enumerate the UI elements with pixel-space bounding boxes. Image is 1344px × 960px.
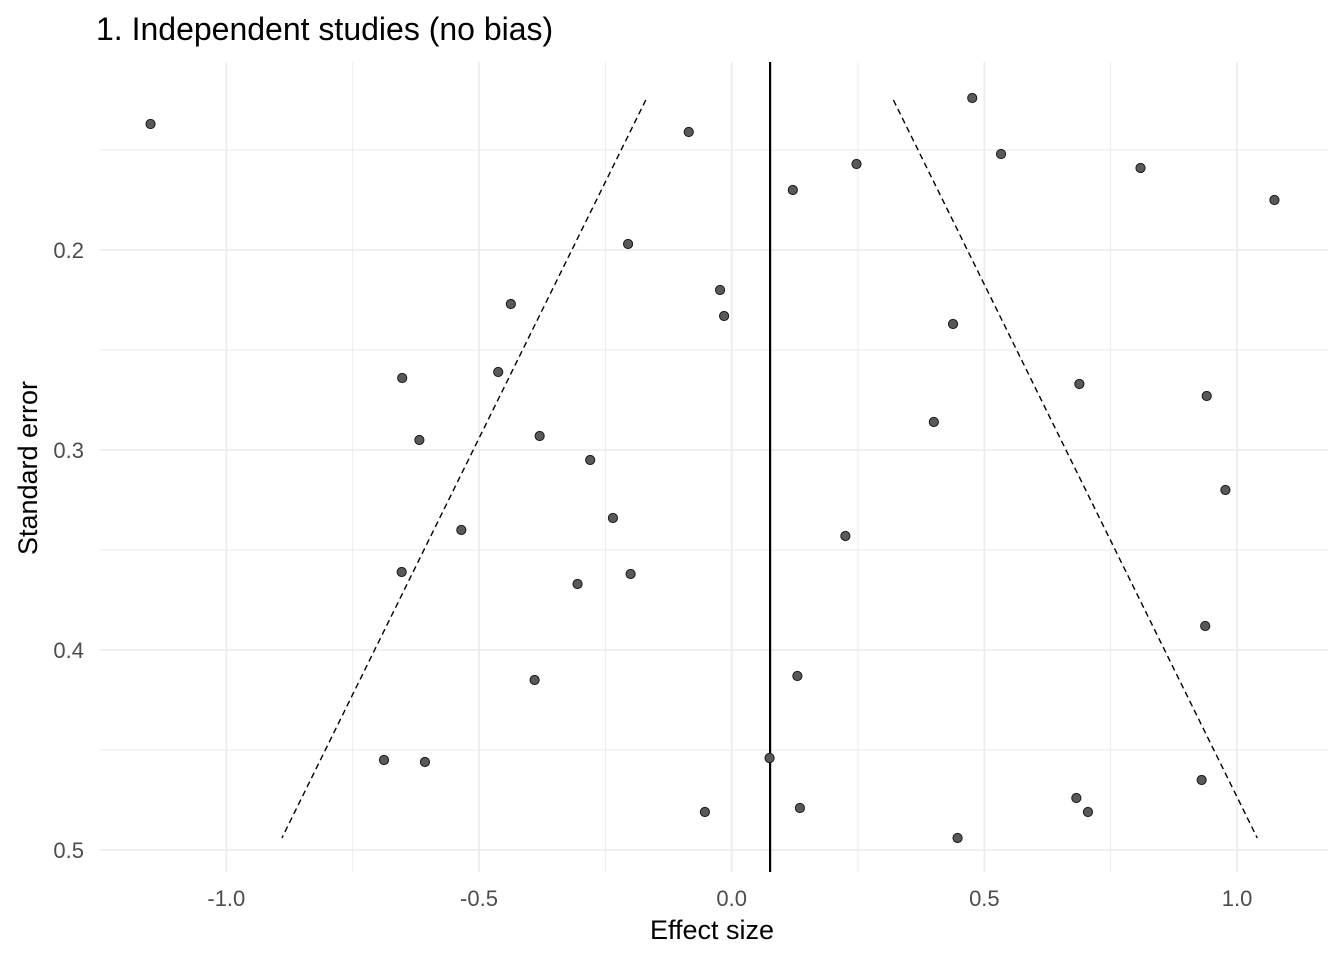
y-tick-labels: 0.2 0.3 0.4 0.5 bbox=[53, 238, 84, 863]
study-point bbox=[505, 298, 516, 310]
y-tick-label: 0.3 bbox=[53, 438, 84, 463]
major-gridlines bbox=[100, 62, 1328, 872]
study-point bbox=[792, 670, 803, 682]
chart-title: 1. Independent studies (no bias) bbox=[96, 11, 553, 47]
funnel-line-upper bbox=[892, 99, 1258, 839]
study-point bbox=[928, 416, 939, 428]
study-point bbox=[764, 752, 775, 764]
study-points bbox=[145, 92, 1280, 844]
study-point bbox=[397, 372, 408, 384]
study-point bbox=[607, 512, 619, 524]
study-point bbox=[1269, 194, 1280, 206]
study-point bbox=[995, 148, 1007, 160]
x-tick-labels: -1.0 -0.5 0.0 0.5 1.0 bbox=[207, 886, 1252, 911]
study-point bbox=[947, 318, 959, 330]
x-tick-label: 0.0 bbox=[716, 886, 747, 911]
study-point bbox=[787, 184, 798, 196]
x-tick-label: 1.0 bbox=[1222, 886, 1253, 911]
study-point bbox=[529, 674, 540, 686]
study-point bbox=[714, 284, 726, 296]
study-point bbox=[534, 430, 545, 442]
study-point bbox=[1196, 774, 1207, 786]
y-tick-label: 0.5 bbox=[53, 838, 84, 863]
study-point bbox=[396, 566, 407, 578]
study-point bbox=[794, 802, 806, 814]
x-tick-label: -1.0 bbox=[207, 886, 245, 911]
study-point bbox=[625, 568, 636, 580]
study-point bbox=[378, 754, 390, 766]
study-point bbox=[1135, 162, 1146, 174]
study-point bbox=[851, 158, 862, 170]
y-tick-label: 0.4 bbox=[53, 638, 84, 663]
study-point bbox=[456, 524, 467, 536]
study-point bbox=[145, 118, 156, 130]
study-point bbox=[699, 806, 711, 818]
study-point bbox=[493, 366, 504, 378]
study-point bbox=[1071, 792, 1082, 804]
x-tick-label: -0.5 bbox=[460, 886, 498, 911]
study-point bbox=[683, 126, 694, 138]
study-point bbox=[572, 578, 583, 590]
study-point bbox=[1082, 806, 1094, 818]
minor-gridlines bbox=[100, 62, 1328, 872]
x-tick-label: 0.5 bbox=[969, 886, 1000, 911]
study-point bbox=[1074, 378, 1085, 390]
study-point bbox=[952, 832, 963, 844]
study-point bbox=[719, 310, 730, 322]
study-point bbox=[419, 756, 431, 768]
study-point bbox=[840, 530, 851, 542]
y-tick-label: 0.2 bbox=[53, 238, 84, 263]
study-point bbox=[622, 238, 634, 250]
funnel-lines bbox=[281, 99, 1258, 839]
study-point bbox=[1200, 620, 1211, 632]
study-point bbox=[414, 434, 425, 446]
funnel-line-lower bbox=[281, 99, 647, 839]
x-axis-title: Effect size bbox=[650, 915, 774, 945]
study-point bbox=[1220, 484, 1231, 496]
study-point bbox=[1201, 390, 1212, 402]
study-point bbox=[585, 454, 596, 466]
study-point bbox=[967, 92, 978, 104]
y-axis-title: Standard error bbox=[13, 381, 43, 555]
